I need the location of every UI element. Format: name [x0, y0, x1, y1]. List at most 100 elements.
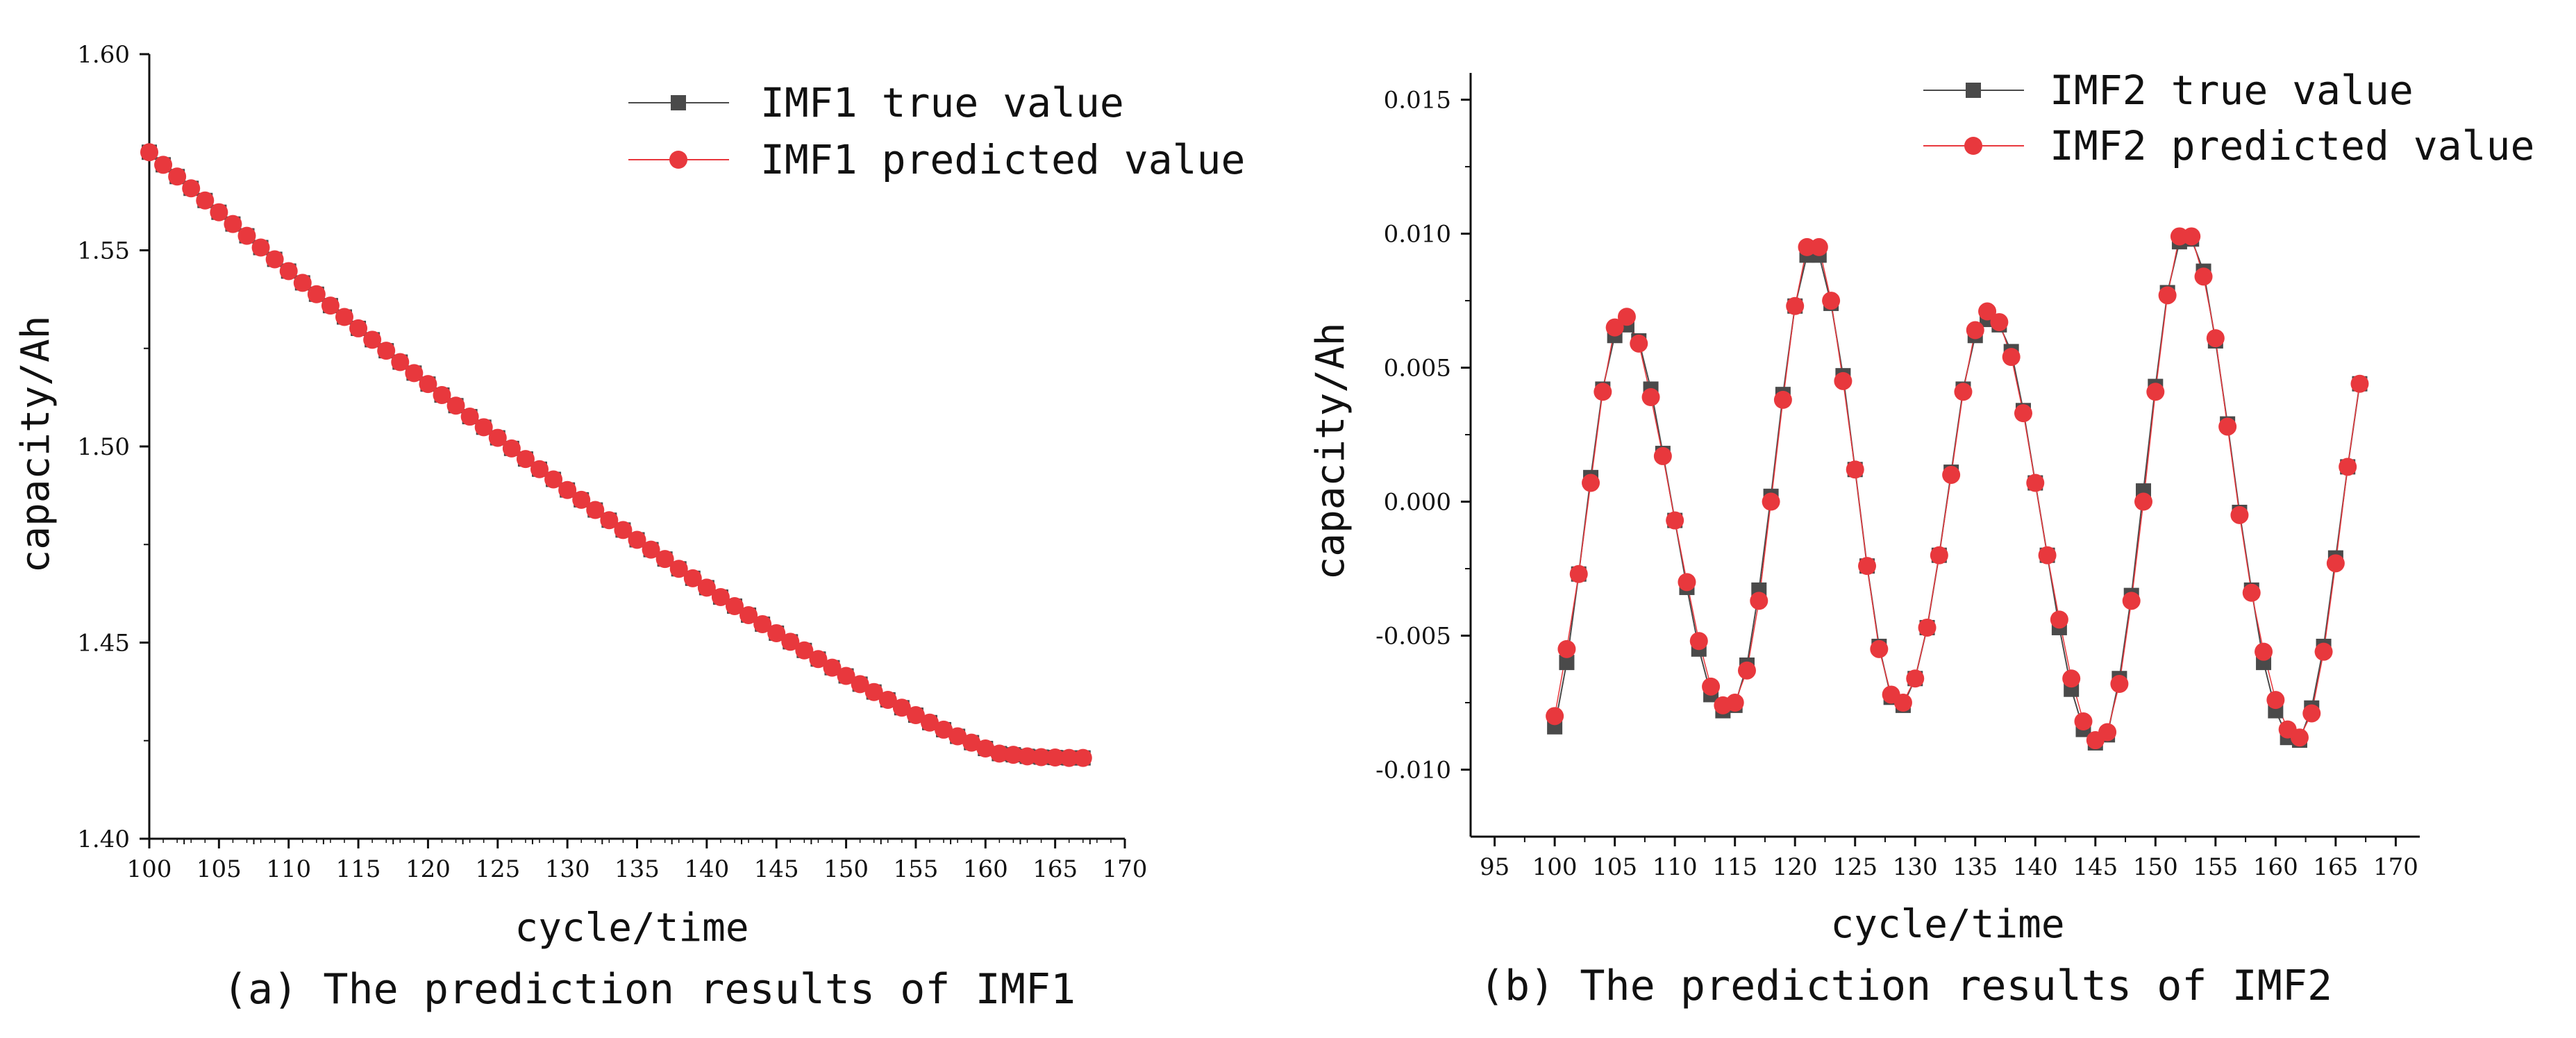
panel-a-predicted-point: [265, 250, 284, 269]
panel-a-predicted-point: [781, 633, 800, 651]
panel-b-caption: (b) The prediction results of IMF2: [1480, 962, 2332, 1010]
panel-b-predicted-point: [2290, 728, 2309, 747]
panel-a-predicted-point: [1073, 748, 1092, 767]
panel-a-predicted-point: [1032, 748, 1051, 767]
panel-a-predicted-point: [237, 226, 256, 245]
panel-a-x-tick-label: 150: [823, 855, 869, 883]
panel-b-predicted-point: [2194, 267, 2213, 286]
panel-a-predicted-point: [990, 744, 1009, 763]
panel-b-predicted-point: [1762, 492, 1780, 511]
panel-b-y-tick-label: 0.010: [1384, 221, 1451, 249]
panel-a-predicted-point: [251, 238, 270, 257]
panel-b-x-tick-label: 170: [2373, 853, 2418, 881]
panel-b-predicted-point: [1557, 639, 1576, 658]
panel-a-y-tick-label: 1.55: [77, 237, 130, 265]
panel-b-series-1-line: [1554, 235, 2361, 742]
panel-a-predicted-point: [433, 385, 451, 404]
panel-a-plot-area: 100 105 110 115 120 125 130 135 140 145 150 155 160 1…: [77, 41, 1147, 883]
panel-a-predicted-point: [948, 727, 967, 746]
panel-b-x-tick-label: 140: [2013, 853, 2058, 881]
panel-b-y-tick-label: 0.005: [1384, 355, 1451, 383]
panel-b-predicted-point: [1737, 661, 1756, 680]
panel-a-predicted-point: [976, 739, 995, 758]
panel-a-predicted-point: [795, 641, 814, 660]
panel-a-x-tick-label: 110: [266, 855, 311, 883]
panel-a-predicted-point: [405, 364, 424, 383]
panel-a-predicted-point: [182, 179, 201, 198]
panel-b-predicted-point: [1582, 474, 1600, 492]
panel-b-predicted-point: [1750, 592, 1768, 610]
panel-a-predicted-point: [711, 587, 730, 606]
panel-b-predicted-point: [1809, 237, 1828, 256]
panel-a-predicted-point: [600, 511, 619, 530]
panel-a-predicted-point: [823, 658, 842, 677]
panel-a-predicted-point: [669, 560, 688, 578]
panel-b-predicted-point: [1906, 669, 1925, 688]
panel-b-predicted-point: [1617, 308, 1636, 326]
panel-a-predicted-point: [140, 143, 158, 162]
panel-b-legend-circle-icon: [1964, 137, 1982, 155]
panel-b-x-tick-label: 105: [1592, 853, 1637, 881]
panel-b-x-tick-label: 110: [1653, 853, 1698, 881]
panel-a-predicted-point: [168, 167, 187, 186]
panel-a-chart: 100 105 110 115 120 125 130 135 140 145 150 155 160 1…: [13, 41, 1245, 1014]
panel-b-predicted-point: [1605, 318, 1624, 337]
panel-b-predicted-point: [1546, 707, 1564, 726]
panel-b-predicted-point: [1594, 383, 1612, 401]
panel-a-series-0-line: [149, 151, 1083, 759]
panel-b-chart: 95 100 105 110 115 120 125 130 135 140 145 150 155 16…: [1308, 67, 2534, 1010]
panel-a-predicted-point: [488, 428, 507, 447]
panel-a-legend-true-label: IMF1 true value: [760, 79, 1124, 126]
panel-b-predicted-point: [1678, 573, 1696, 592]
panel-b-x-tick-label: 155: [2193, 853, 2238, 881]
panel-b-predicted-point: [2134, 492, 2153, 511]
panel-a-predicted-point: [544, 470, 563, 489]
panel-b-legend: IMF2 true value IMF2 predicted value: [1923, 67, 2534, 169]
panel-b-predicted-point: [1918, 618, 1937, 637]
panel-a-predicted-point: [851, 675, 869, 694]
panel-b-legend-true-label: IMF2 true value: [2050, 67, 2414, 114]
panel-a-predicted-point: [906, 706, 925, 725]
panel-a-predicted-point: [753, 614, 772, 633]
panel-a-x-tick-label: 130: [545, 855, 590, 883]
panel-a-predicted-point: [293, 274, 312, 292]
panel-b-predicted-point: [1786, 296, 1805, 315]
panel-a-legend-circle-icon: [669, 151, 687, 169]
panel-b-predicted-point: [2255, 642, 2273, 661]
panel-a-y-axis-title: capacity/Ah: [13, 316, 58, 574]
panel-b-predicted-point: [1930, 546, 1948, 564]
panel-a-predicted-point: [224, 215, 242, 233]
panel-b-predicted-point: [2182, 227, 2201, 246]
panel-a-predicted-point: [279, 262, 298, 281]
panel-a-predicted-point: [642, 540, 660, 559]
panel-a-predicted-point: [1004, 746, 1023, 764]
panel-a-predicted-point: [502, 439, 521, 458]
panel-b-x-axis-title: cycle/time: [1830, 902, 2064, 947]
panel-a-x-tick-label: 105: [196, 855, 242, 883]
panel-a-legend: IMF1 true value IMF1 predicted value: [628, 79, 1245, 183]
panel-a-legend-pred-label: IMF1 predicted value: [760, 136, 1245, 183]
panel-a-predicted-point: [446, 396, 465, 415]
panel-b-predicted-point: [2098, 723, 2117, 742]
panel-a-predicted-point: [572, 490, 591, 509]
panel-b-x-tick-label: 135: [1952, 853, 1998, 881]
panel-b-predicted-point: [1773, 390, 1792, 409]
panel-a-x-tick-label: 115: [336, 855, 381, 883]
panel-b-x-tick-label: 95: [1480, 853, 1509, 881]
panel-a-x-tick-label: 155: [893, 855, 938, 883]
panel-b-predicted-point: [2062, 669, 2081, 688]
panel-a-predicted-point: [196, 191, 215, 210]
panel-a-predicted-point: [921, 713, 939, 732]
panel-a-predicted-point: [419, 375, 437, 394]
panel-a-y-tick-label: 1.50: [77, 433, 130, 461]
panel-a-caption: (a) The prediction results of IMF1: [223, 965, 1076, 1014]
panel-b-predicted-point: [1954, 383, 1973, 401]
panel-b-x-tick-label: 130: [1893, 853, 1938, 881]
panel-a-predicted-point: [516, 450, 535, 469]
panel-a-predicted-point: [154, 156, 173, 174]
panel-b-predicted-point: [2158, 286, 2177, 305]
panel-a-predicted-point: [837, 667, 855, 685]
panel-b-predicted-point: [1689, 632, 1708, 651]
panel-b-predicted-point: [2110, 675, 2129, 693]
panel-a-predicted-point: [586, 501, 605, 519]
